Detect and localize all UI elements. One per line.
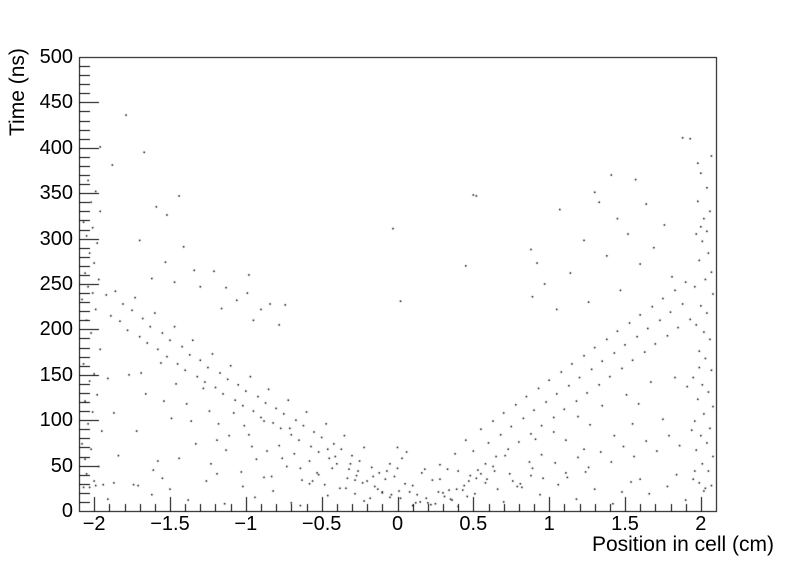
x-tick-label: 2 bbox=[695, 513, 707, 535]
y-tick-label: 450 bbox=[39, 91, 73, 114]
y-tick-label: 250 bbox=[39, 273, 73, 295]
x-tick-label: −0.5 bbox=[301, 513, 342, 535]
y-tick-label: 300 bbox=[39, 227, 73, 250]
y-tick-label: 150 bbox=[39, 363, 73, 386]
y-tick-label: 400 bbox=[39, 136, 73, 159]
x-tick-label: 1 bbox=[543, 513, 555, 535]
y-tick-label: 500 bbox=[39, 46, 73, 68]
y-tick-label: 0 bbox=[61, 500, 73, 522]
x-tick-label: −2 bbox=[82, 513, 106, 535]
y-tick-label: 50 bbox=[50, 454, 73, 477]
y-tick-label: 350 bbox=[39, 182, 73, 205]
y-tick-label: 200 bbox=[39, 318, 73, 341]
x-tick-label: 1.5 bbox=[611, 513, 639, 535]
x-tick-label: 0.5 bbox=[459, 513, 488, 535]
x-axis-title: Position in cell (cm) bbox=[591, 533, 774, 556]
x-tick-label: −1.5 bbox=[150, 513, 190, 535]
y-tick-label: 100 bbox=[39, 409, 73, 432]
x-tick-label: −1 bbox=[234, 513, 258, 535]
x-tick-label: 0 bbox=[391, 513, 404, 535]
